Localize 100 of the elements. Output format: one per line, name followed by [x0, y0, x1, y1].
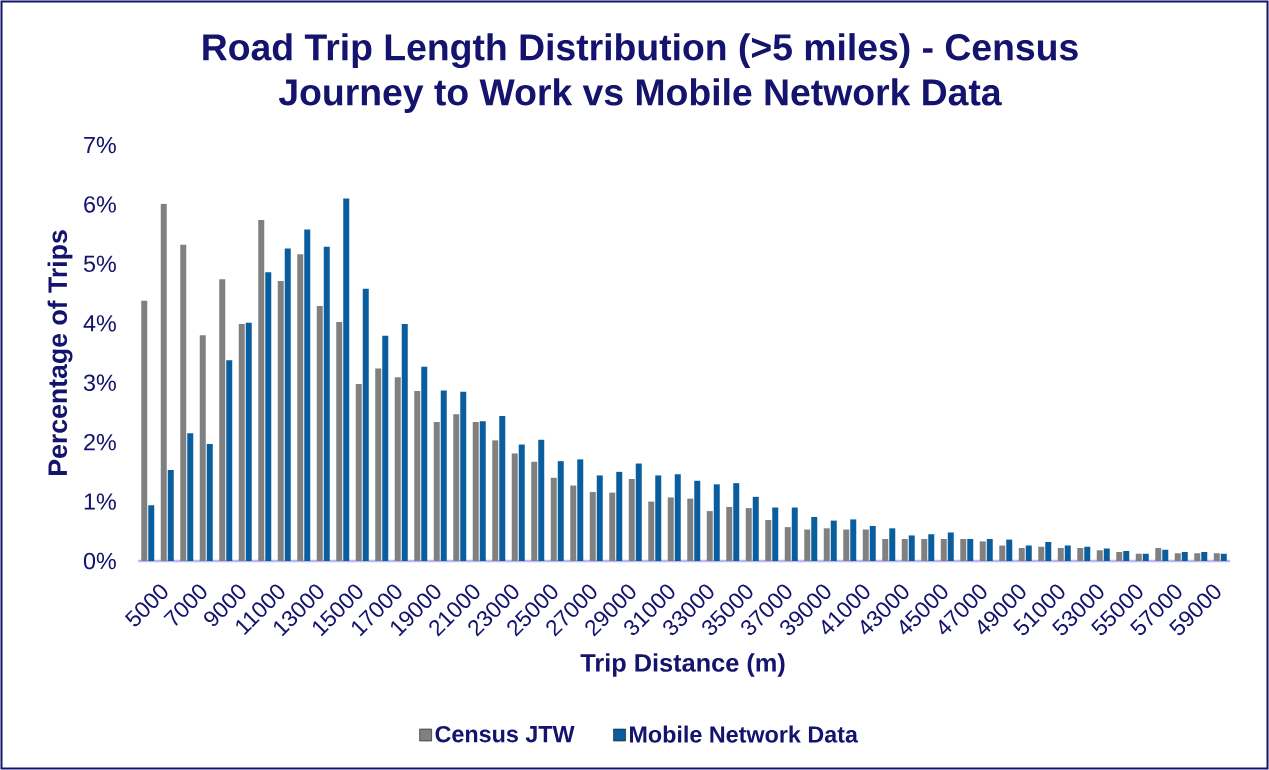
bar	[472, 421, 479, 561]
bar	[928, 534, 935, 561]
y-tick-label: 4%	[83, 315, 116, 332]
bar	[394, 377, 401, 561]
bar	[947, 532, 954, 561]
bar	[784, 527, 791, 561]
bar	[979, 541, 986, 561]
bar	[323, 246, 330, 561]
bar	[901, 539, 908, 561]
bar	[589, 492, 596, 561]
y-tick-label: 1%	[84, 493, 116, 510]
bar	[226, 360, 233, 561]
bar	[1025, 545, 1032, 561]
bar	[667, 497, 674, 561]
bar	[148, 505, 155, 561]
bar	[752, 496, 759, 561]
bar	[187, 433, 194, 561]
bar	[1077, 547, 1084, 561]
bar	[297, 254, 304, 561]
bar	[336, 322, 343, 561]
bar	[1194, 553, 1201, 561]
bar	[382, 335, 389, 561]
chart-title: Road Trip Length Distribution (>5 miles) - Census Journey to Work vs Mobile Network Data	[203, 33, 1078, 113]
bar	[1096, 550, 1103, 561]
bar	[635, 463, 642, 561]
bar	[967, 539, 974, 561]
bar	[180, 244, 187, 561]
bar	[616, 471, 623, 561]
bar	[745, 508, 752, 561]
bar	[1038, 546, 1045, 561]
bar	[889, 528, 896, 561]
bar	[960, 539, 967, 561]
bar	[343, 198, 350, 561]
bar	[375, 368, 382, 561]
bar	[433, 421, 440, 561]
bar	[1116, 552, 1123, 561]
bar	[596, 475, 603, 561]
bar	[1181, 552, 1188, 561]
bar	[1123, 550, 1130, 561]
bar	[830, 520, 837, 561]
bar	[908, 535, 915, 561]
bar	[726, 506, 733, 561]
bar	[1057, 547, 1064, 561]
bar	[811, 517, 818, 561]
bar	[284, 248, 291, 561]
bar	[733, 483, 740, 561]
bar	[869, 525, 876, 561]
bar	[1155, 547, 1162, 561]
bar	[1135, 553, 1142, 561]
bar	[1045, 541, 1052, 561]
bar	[421, 366, 428, 561]
legend-label: Mobile Network Data	[630, 725, 859, 743]
bar	[518, 444, 525, 561]
bar	[570, 485, 577, 561]
bar	[882, 539, 889, 561]
bar	[791, 507, 798, 561]
bar	[1103, 548, 1110, 561]
bar	[199, 335, 206, 561]
bar	[674, 474, 681, 561]
bar	[706, 511, 713, 561]
bar	[843, 529, 850, 561]
bar	[304, 229, 311, 561]
bar	[258, 219, 265, 561]
bar	[823, 528, 830, 561]
y-tick-label: 2%	[84, 433, 116, 451]
bar	[1018, 547, 1025, 561]
bar	[460, 391, 467, 561]
y-tick-label: 7%	[84, 136, 116, 154]
y-tick-label: 5%	[83, 255, 116, 273]
bar	[609, 492, 616, 561]
bar	[453, 414, 460, 561]
bar	[265, 272, 272, 561]
bar	[245, 322, 252, 561]
bar	[238, 323, 245, 561]
bar	[1220, 553, 1227, 561]
bar	[440, 390, 447, 561]
bar	[986, 539, 993, 561]
bar	[648, 501, 655, 561]
bar	[492, 440, 499, 561]
bar	[479, 421, 486, 561]
y-tick-label: 3%	[83, 374, 116, 391]
x-axis-title: Trip Distance (m)	[580, 653, 785, 677]
bar	[577, 459, 584, 561]
y-tick-label: 0%	[83, 552, 116, 570]
bar	[694, 480, 701, 561]
bar	[1174, 553, 1181, 561]
bar	[316, 306, 323, 561]
bar	[1162, 549, 1169, 561]
bar	[999, 545, 1006, 561]
bar	[765, 520, 772, 561]
bar	[557, 461, 564, 561]
bar	[167, 470, 174, 561]
bar	[804, 529, 811, 561]
bar	[141, 300, 148, 561]
bar	[940, 539, 947, 561]
bar	[921, 539, 928, 561]
bar	[531, 461, 538, 561]
bar	[628, 478, 635, 561]
bar	[713, 484, 720, 561]
bar	[160, 203, 167, 561]
